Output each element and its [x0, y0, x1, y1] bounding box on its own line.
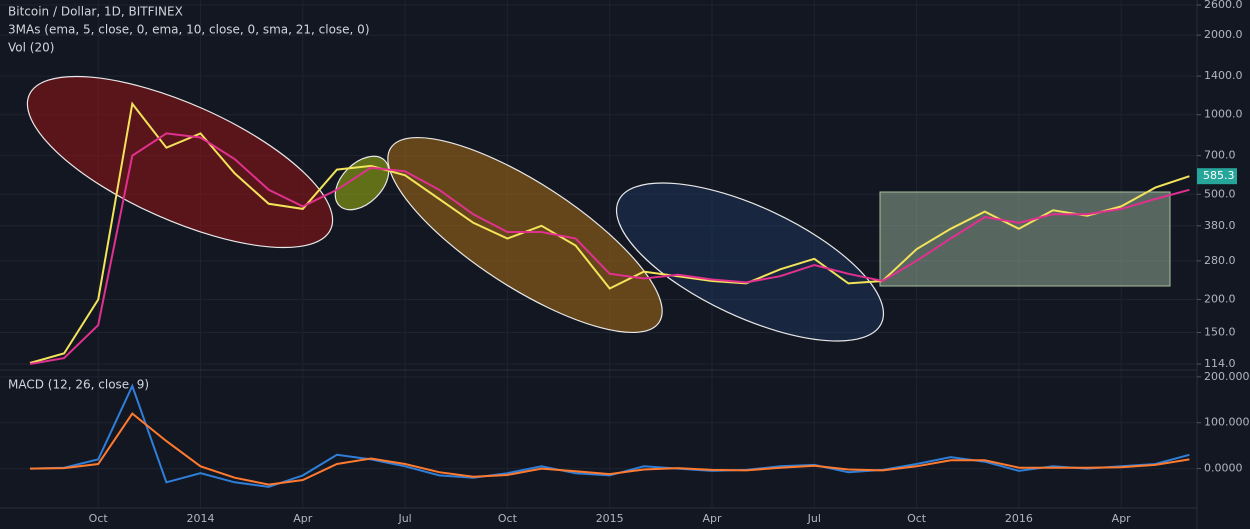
y-tick-label: 100.0000: [1204, 416, 1250, 429]
y-tick-label: 0.0000: [1204, 462, 1243, 475]
indicator-label: Vol (20): [8, 41, 54, 55]
y-tick-label: 1000.0: [1204, 108, 1243, 121]
marks: [29, 101, 1190, 488]
series-line: [29, 383, 1190, 488]
y-tick-label: 1400.0: [1204, 69, 1243, 82]
last-price-label: 585.3: [1203, 169, 1235, 182]
y-tick-label: 2600.0: [1204, 0, 1243, 11]
y-tick-label: 700.0: [1204, 149, 1236, 162]
indicator-label: MACD (12, 26, close, 9): [8, 378, 149, 392]
y-tick-label: 114.0: [1204, 357, 1236, 370]
x-tick-label: Oct: [89, 512, 109, 525]
series-line: [29, 101, 1190, 364]
x-tick-label: 2015: [596, 512, 624, 525]
y-tick-label: 380.0: [1204, 219, 1236, 232]
annotation-ellipse: [26, 75, 334, 249]
annotation-ellipse: [387, 136, 663, 334]
series-line: [29, 412, 1190, 486]
last-price-badge: [1197, 168, 1237, 185]
x-tick-label: 2014: [187, 512, 215, 525]
x-tick-label: Apr: [702, 512, 722, 525]
chart-title: Bitcoin / Dollar, 1D, BITFINEX: [8, 5, 183, 19]
y-tick-label: 280.0: [1204, 254, 1236, 267]
annotation-ellipse: [615, 182, 885, 342]
x-tick-label: Jul: [397, 512, 411, 525]
y-tick-label: 200.0000: [1204, 370, 1250, 383]
x-tick-label: Oct: [498, 512, 518, 525]
y-tick-label: 200.0: [1204, 292, 1236, 305]
x-tick-label: Apr: [293, 512, 313, 525]
x-tick-label: 2016: [1005, 512, 1033, 525]
x-tick-label: Oct: [907, 512, 927, 525]
x-tick-label: Jul: [807, 512, 821, 525]
y-tick-label: 500.0: [1204, 187, 1236, 200]
y-tick-label: 2000.0: [1204, 28, 1243, 41]
annotation-rectangle: [879, 191, 1171, 287]
x-tick-label: Apr: [1112, 512, 1132, 525]
indicator-label: 3MAs (ema, 5, close, 0, ema, 10, close, …: [8, 23, 370, 37]
series-line: [29, 132, 1190, 365]
y-tick-label: 150.0: [1204, 325, 1236, 338]
